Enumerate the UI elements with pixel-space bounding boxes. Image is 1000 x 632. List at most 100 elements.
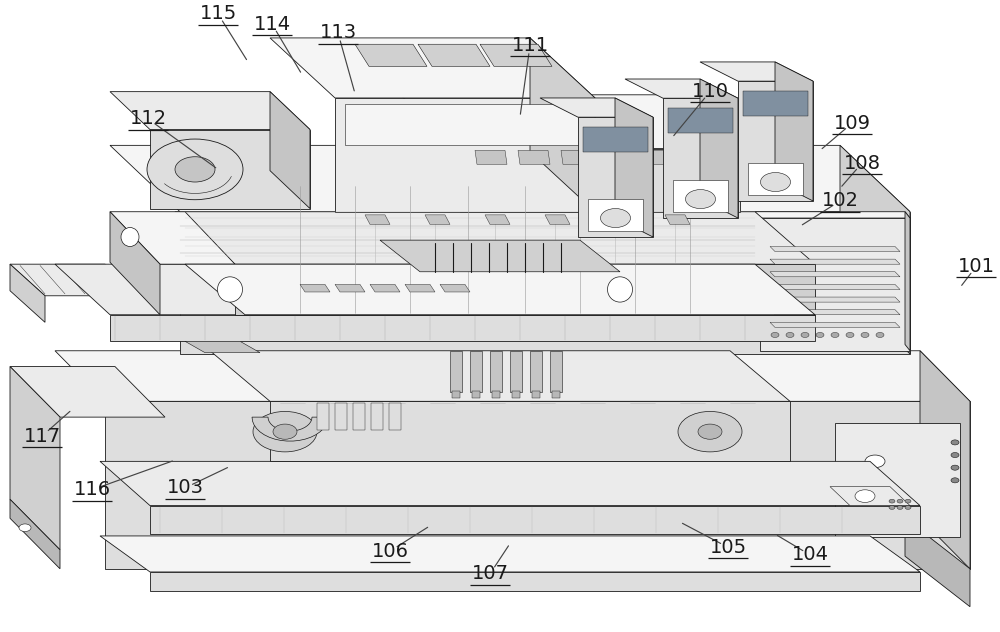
Polygon shape	[460, 149, 740, 212]
Polygon shape	[210, 351, 790, 401]
Polygon shape	[252, 417, 328, 441]
Polygon shape	[663, 98, 738, 218]
Polygon shape	[185, 341, 260, 353]
Polygon shape	[110, 212, 160, 315]
Polygon shape	[365, 215, 390, 224]
Circle shape	[678, 411, 742, 452]
Polygon shape	[550, 351, 562, 392]
Circle shape	[897, 499, 903, 503]
Polygon shape	[760, 218, 910, 351]
Polygon shape	[270, 38, 595, 98]
Polygon shape	[492, 391, 500, 398]
Polygon shape	[55, 264, 815, 315]
Text: 104: 104	[792, 545, 828, 564]
Polygon shape	[690, 150, 722, 164]
Polygon shape	[150, 572, 920, 591]
Circle shape	[786, 332, 794, 337]
Circle shape	[771, 332, 779, 337]
Polygon shape	[470, 351, 482, 392]
Polygon shape	[270, 401, 790, 461]
Circle shape	[761, 173, 790, 191]
Circle shape	[816, 332, 824, 337]
Text: 105: 105	[709, 538, 747, 557]
Polygon shape	[335, 98, 595, 212]
Text: 107: 107	[472, 564, 509, 583]
Polygon shape	[668, 107, 733, 133]
Polygon shape	[625, 79, 738, 98]
Polygon shape	[355, 44, 427, 66]
Circle shape	[897, 506, 903, 509]
Polygon shape	[920, 351, 970, 569]
Circle shape	[889, 499, 895, 503]
Polygon shape	[100, 461, 920, 506]
Polygon shape	[480, 44, 552, 66]
Circle shape	[951, 453, 959, 458]
Circle shape	[951, 465, 959, 470]
Polygon shape	[770, 297, 900, 302]
Text: 110: 110	[692, 82, 728, 101]
Circle shape	[273, 424, 297, 439]
Polygon shape	[518, 150, 550, 164]
Text: 109: 109	[834, 114, 870, 133]
Text: 116: 116	[73, 480, 111, 499]
Polygon shape	[110, 212, 235, 264]
Polygon shape	[615, 98, 653, 237]
Circle shape	[698, 424, 722, 439]
Circle shape	[855, 490, 875, 502]
Polygon shape	[775, 62, 813, 201]
Polygon shape	[700, 79, 738, 218]
Polygon shape	[665, 215, 690, 224]
Polygon shape	[830, 487, 910, 506]
Polygon shape	[317, 403, 329, 430]
Text: 113: 113	[319, 23, 357, 42]
Polygon shape	[748, 163, 803, 195]
Polygon shape	[335, 403, 347, 430]
Polygon shape	[604, 150, 636, 164]
Polygon shape	[905, 212, 910, 351]
Polygon shape	[540, 98, 653, 117]
Polygon shape	[647, 150, 679, 164]
Circle shape	[801, 332, 809, 337]
Polygon shape	[10, 367, 60, 550]
Polygon shape	[770, 322, 900, 327]
Circle shape	[951, 478, 959, 483]
Polygon shape	[400, 95, 740, 149]
Polygon shape	[840, 145, 910, 354]
Polygon shape	[755, 212, 910, 218]
Polygon shape	[700, 62, 813, 81]
Polygon shape	[105, 401, 970, 569]
Polygon shape	[10, 264, 140, 296]
Polygon shape	[100, 536, 920, 572]
Polygon shape	[270, 92, 310, 209]
Polygon shape	[180, 212, 910, 354]
Polygon shape	[185, 264, 815, 315]
Polygon shape	[770, 310, 900, 315]
Circle shape	[876, 332, 884, 337]
Polygon shape	[10, 499, 60, 569]
Polygon shape	[452, 391, 460, 398]
Circle shape	[905, 506, 911, 509]
Circle shape	[861, 332, 869, 337]
Polygon shape	[389, 403, 401, 430]
Circle shape	[951, 440, 959, 445]
Circle shape	[686, 190, 716, 209]
Polygon shape	[512, 391, 520, 398]
Circle shape	[19, 524, 31, 532]
Polygon shape	[440, 284, 470, 292]
Polygon shape	[905, 518, 970, 607]
Circle shape	[147, 139, 243, 200]
Polygon shape	[545, 215, 570, 224]
Polygon shape	[472, 391, 480, 398]
Polygon shape	[743, 90, 808, 116]
Polygon shape	[738, 81, 813, 201]
Ellipse shape	[608, 277, 633, 302]
Text: 117: 117	[23, 427, 61, 446]
Circle shape	[846, 332, 854, 337]
Polygon shape	[150, 506, 920, 534]
Text: 102: 102	[822, 191, 858, 210]
Text: 103: 103	[166, 478, 204, 497]
Polygon shape	[450, 351, 462, 392]
Polygon shape	[770, 284, 900, 289]
Polygon shape	[425, 215, 450, 224]
Polygon shape	[588, 199, 643, 231]
